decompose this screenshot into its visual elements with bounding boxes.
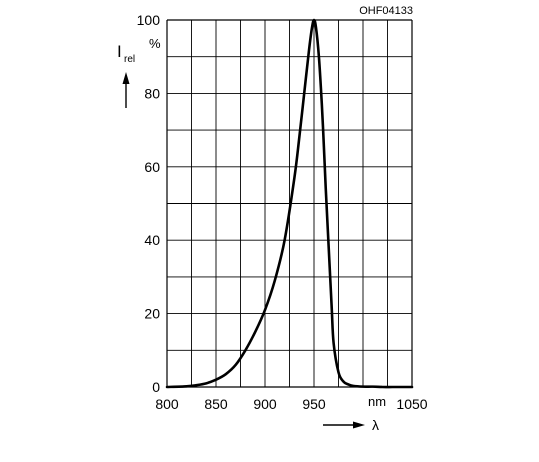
y-tick-label: 80 (144, 85, 160, 101)
spectral-curve (165, 18, 414, 389)
x-tick-label: 950 (302, 396, 326, 412)
y-tick-label: 40 (144, 232, 160, 248)
x-tick-label: 900 (253, 396, 277, 412)
tick-labels: 800 850 900 950 1050 0 20 40 60 80 100 (137, 12, 428, 412)
y-axis-arrow-head (122, 72, 130, 84)
x-axis-arrow-head (353, 421, 365, 429)
x-label-unit: nm (368, 394, 386, 409)
y-axis-label: I rel % (117, 36, 161, 108)
y-tick-label: 20 (144, 306, 160, 322)
y-tick-label: 0 (152, 379, 160, 395)
y-tick-label: 100 (137, 12, 161, 28)
x-label-symbol: λ (372, 417, 379, 433)
y-label-unit: % (149, 36, 161, 51)
x-tick-label: 800 (155, 396, 179, 412)
y-tick-label: 60 (144, 159, 160, 175)
x-axis-label: nm λ (323, 394, 386, 433)
y-label-symbol: I (117, 42, 122, 61)
x-tick-label: 850 (204, 396, 228, 412)
x-tick-label: 1050 (396, 396, 427, 412)
curve-layer (165, 18, 414, 389)
chart-code: OHF04133 (359, 5, 413, 17)
y-label-subscript: rel (124, 54, 135, 65)
